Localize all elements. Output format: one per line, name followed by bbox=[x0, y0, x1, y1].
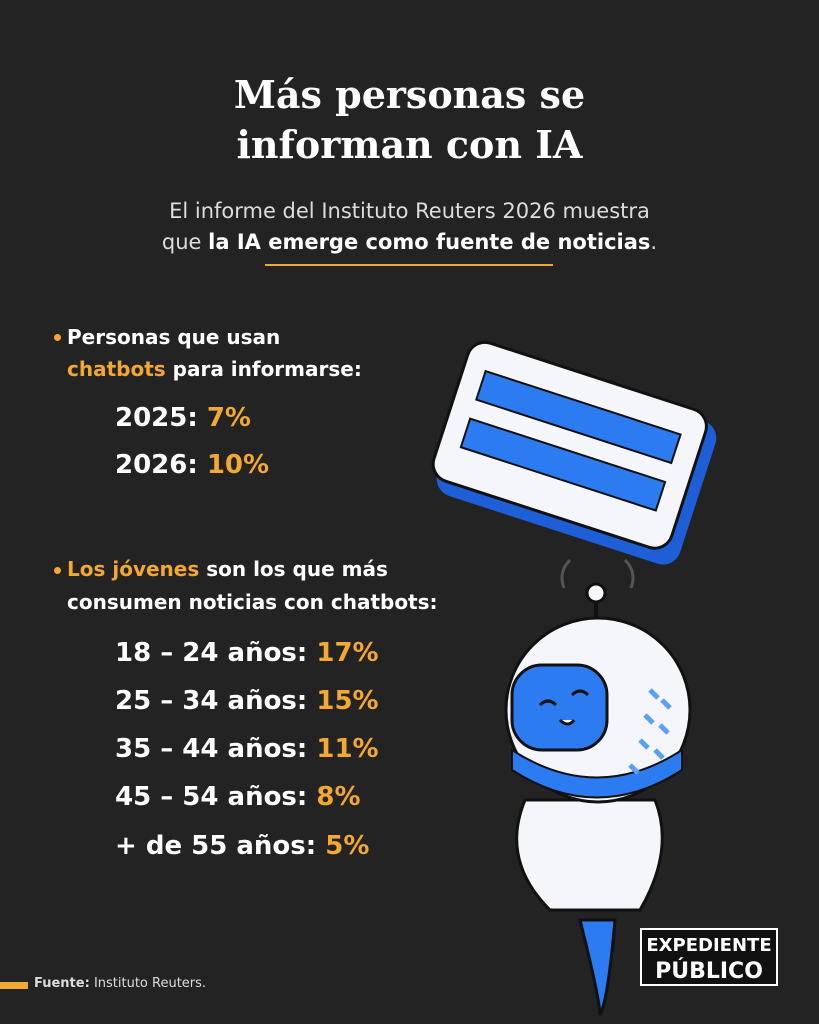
stat: 2025: 7% bbox=[115, 403, 251, 433]
label: 2025: bbox=[115, 403, 198, 433]
value: 17% bbox=[316, 638, 379, 668]
label: 2026: bbox=[115, 450, 198, 480]
title: informan con IA bbox=[236, 122, 583, 167]
source: Fuente: Instituto Reuters. bbox=[34, 976, 206, 991]
label: + de 55 años: bbox=[115, 831, 317, 861]
subtitle: que la IA emerge como fuente de noticias… bbox=[0, 230, 819, 254]
text: para informarse: bbox=[172, 357, 362, 381]
bullet bbox=[54, 334, 61, 341]
label: 25 – 34 años: bbox=[115, 686, 308, 716]
chat-bubble bbox=[431, 340, 717, 565]
stat: 45 – 54 años: 8% bbox=[115, 782, 361, 812]
value: 7% bbox=[206, 403, 251, 433]
heading: consumen noticias con chatbots: bbox=[67, 590, 438, 614]
label: 35 – 44 años: bbox=[115, 734, 308, 764]
highlight: chatbots bbox=[67, 357, 166, 381]
heading: Los jóvenes son los que más bbox=[67, 557, 388, 581]
value: 5% bbox=[325, 831, 370, 861]
stat: + de 55 años: 5% bbox=[115, 831, 369, 861]
emphasis: la IA emerge como fuente de noticias bbox=[208, 230, 651, 254]
stat: 2026: 10% bbox=[115, 450, 269, 480]
text: que bbox=[161, 230, 202, 254]
robot bbox=[504, 558, 692, 1016]
title: Más personas se bbox=[233, 72, 586, 117]
logo-line: EXPEDIENTE bbox=[646, 935, 772, 956]
value: 10% bbox=[206, 450, 270, 480]
logo-line: PÚBLICO bbox=[655, 959, 763, 984]
stat: 35 – 44 años: 11% bbox=[115, 734, 379, 764]
value: 15% bbox=[316, 686, 379, 716]
label: 45 – 54 años: bbox=[115, 782, 308, 812]
heading: chatbots para informarse: bbox=[67, 357, 362, 381]
stat: 18 – 24 años: 17% bbox=[115, 638, 379, 668]
text: son los que más bbox=[206, 557, 388, 581]
heading: Personas que usan bbox=[67, 325, 281, 349]
stat: 25 – 34 años: 15% bbox=[115, 686, 379, 716]
text: . bbox=[650, 230, 658, 254]
bullet bbox=[54, 567, 61, 574]
value: 11% bbox=[316, 734, 379, 764]
highlight: Los jóvenes bbox=[67, 557, 200, 581]
source-text: Instituto Reuters. bbox=[93, 976, 207, 991]
label: 18 – 24 años: bbox=[115, 638, 308, 668]
subtitle: El informe del Instituto Reuters 2026 mu… bbox=[169, 199, 650, 223]
source-label: Fuente: bbox=[34, 976, 90, 991]
footer-bar bbox=[0, 982, 28, 989]
logo: EXPEDIENTE PÚBLICO bbox=[640, 928, 778, 986]
value: 8% bbox=[316, 782, 361, 812]
